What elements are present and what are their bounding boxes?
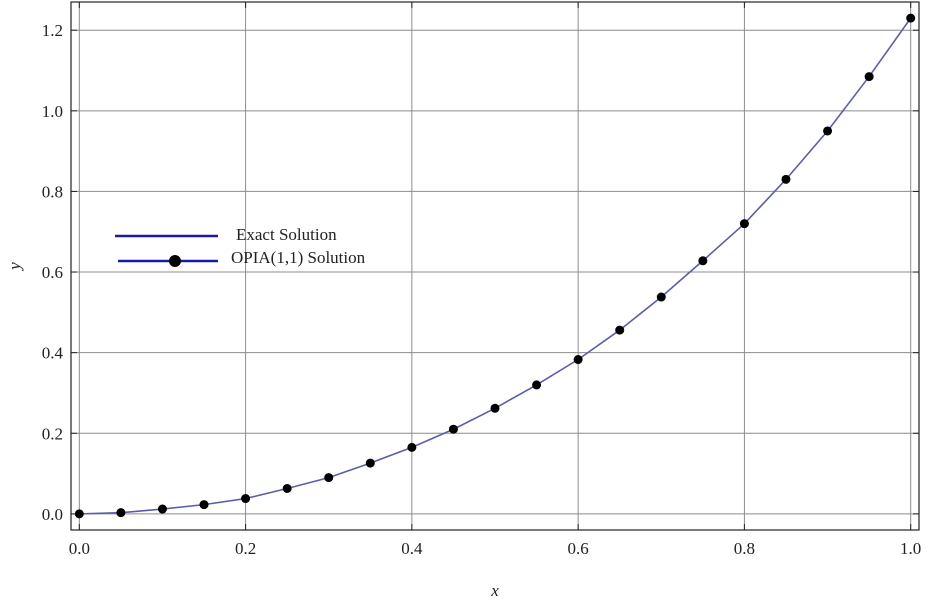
legend: Exact Solution OPIA(1,1) Solution [115, 225, 366, 267]
opia-solution-point [823, 126, 833, 136]
series [74, 13, 916, 519]
legend-exact-label: Exact Solution [236, 225, 337, 244]
opia-solution-point [407, 442, 417, 452]
exact-solution-line [79, 17, 912, 515]
opia-solution-point [573, 355, 583, 365]
opia-solution-point [906, 13, 916, 23]
opia-solution-point [656, 292, 666, 302]
plot-frame [70, 1, 920, 531]
opia-solution-point [781, 174, 791, 184]
opia-solution-point [365, 458, 375, 468]
opia-solution-point [532, 380, 542, 390]
y-tick-label: 0.8 [42, 182, 63, 201]
y-tick-label: 0.0 [42, 505, 63, 524]
x-tick-label: 0.2 [235, 539, 256, 558]
grid [71, 2, 919, 530]
x-tick-label: 1.0 [900, 539, 921, 558]
y-tick-label: 1.2 [42, 21, 63, 40]
x-tick-label: 0.8 [734, 539, 755, 558]
opia-solution-point [199, 500, 209, 510]
opia-solution-point [324, 473, 334, 483]
opia-solution-point [116, 508, 126, 518]
y-tick-label: 0.6 [42, 263, 63, 282]
x-tick-label: 0.0 [69, 539, 90, 558]
opia-solution-point [157, 504, 167, 514]
legend-opia-marker [169, 255, 181, 267]
opia-solution-point [739, 219, 749, 229]
x-tick-label: 0.4 [401, 539, 423, 558]
opia-solution-point [241, 494, 251, 504]
ticks: 0.0 0.2 0.4 0.6 0.8 1.0 0.0 0.2 0.4 0.6 0.8 1.0 1.2 [42, 2, 921, 558]
opia-solution-point [490, 403, 500, 413]
y-tick-label: 0.4 [42, 344, 64, 363]
opia-solution-point [448, 424, 458, 434]
y-tick-label: 0.2 [42, 424, 63, 443]
opia-solution-point [615, 325, 625, 335]
y-tick-label: 1.0 [42, 102, 63, 121]
opia-solution-point [698, 256, 708, 266]
opia-solution-point [864, 72, 874, 82]
y-axis-label: y [5, 262, 24, 272]
opia-solution-point [74, 509, 84, 519]
x-axis-label: x [490, 581, 499, 600]
x-tick-label: 0.6 [568, 539, 589, 558]
opia-solution-point [282, 483, 292, 493]
legend-opia-label: OPIA(1,1) Solution [231, 248, 366, 267]
